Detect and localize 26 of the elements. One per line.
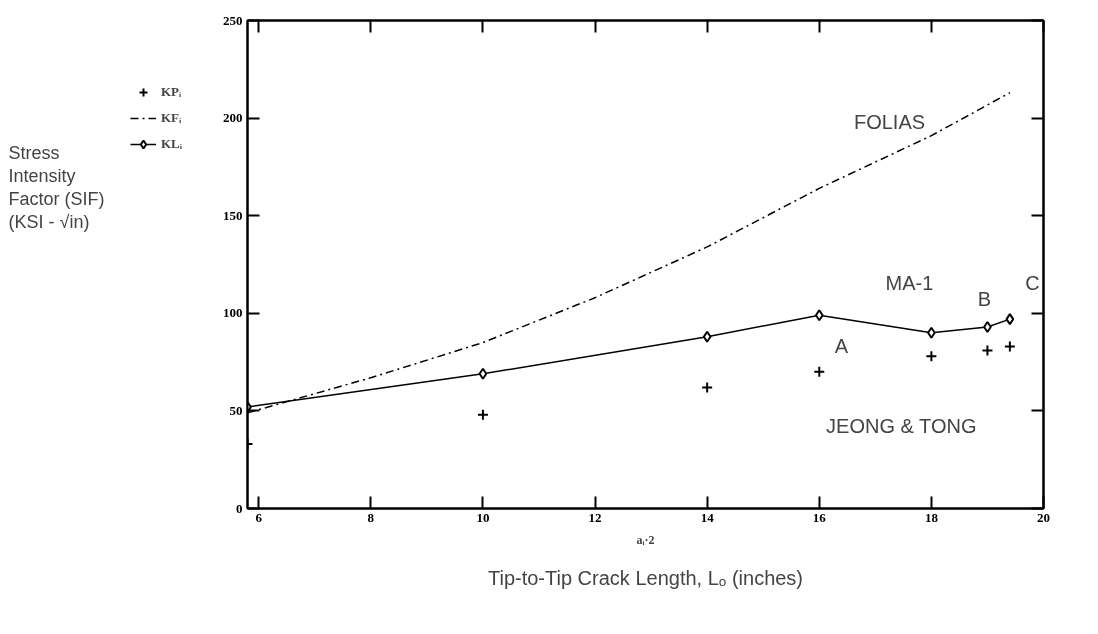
y-tick-label: 200 xyxy=(223,110,243,126)
annotation: A xyxy=(834,334,849,357)
legend-label: KLᵢ xyxy=(161,136,183,152)
annotation: B xyxy=(977,287,992,310)
y-tick-label: 150 xyxy=(223,207,243,223)
text: Tip-to-Tip Crack Length, Lₒ (inches) xyxy=(487,566,804,589)
x-tick-label: 18 xyxy=(924,509,939,525)
legend-label: KFᵢ xyxy=(161,110,182,126)
x-tick-label: 16 xyxy=(812,509,827,525)
y-tick-label: 50 xyxy=(229,402,243,418)
annotation: C xyxy=(1025,271,1040,294)
text: Stress Intensity Factor (SIF) (KSI - √in) xyxy=(8,142,105,233)
x-axis-title: aᵢ·2 xyxy=(636,532,655,547)
x-tick-label: 8 xyxy=(367,509,375,525)
annotation: JEONG & TONG xyxy=(826,414,977,437)
y-tick-label: 0 xyxy=(236,500,243,516)
legend-label: KPᵢ xyxy=(161,84,182,100)
annotation: FOLIAS xyxy=(853,110,926,133)
y-tick-label: 100 xyxy=(223,305,243,321)
x-tick-label: 12 xyxy=(588,509,602,525)
x-tick-label: 14 xyxy=(700,509,715,525)
x-tick-label: 10 xyxy=(476,509,490,525)
x-tick-label: 6 xyxy=(255,509,263,525)
x-tick-label: 20 xyxy=(1037,509,1050,525)
annotation: MA-1 xyxy=(885,271,934,294)
y-tick-label: 250 xyxy=(223,12,243,28)
